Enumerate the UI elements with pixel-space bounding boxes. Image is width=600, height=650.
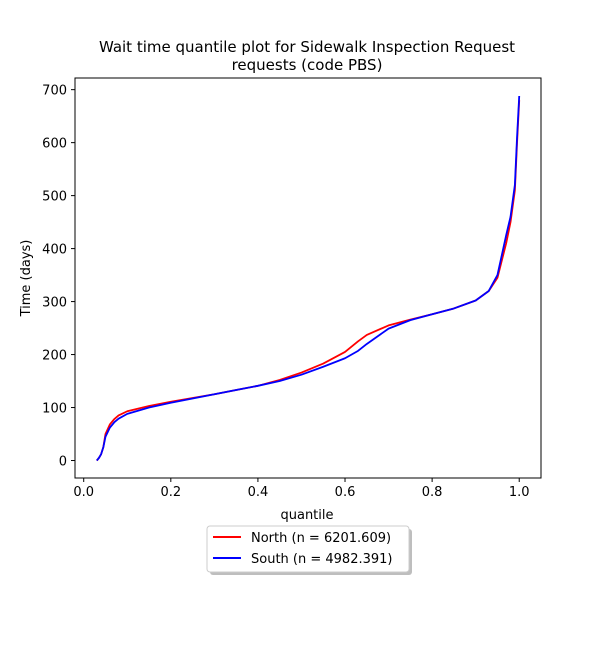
x-tick-label: 0.8 [422,485,443,500]
ticks-layer: 0.0 0.2 0.4 0.6 0.8 1.0 0 100 200 300 400 500 600 700 [42,84,529,500]
chart-title-line2: requests (code PBS) [232,56,383,74]
x-tick-label: 0.2 [160,485,181,500]
y-tick-label: 200 [42,349,67,364]
legend-label-south: South (n = 4982.391) [251,552,392,567]
x-tick-label: 0.6 [335,485,356,500]
plot-frame [74,77,542,479]
y-axis-label: Time (days) [19,240,34,318]
y-tick-label: 500 [42,190,67,205]
y-tick-label: 600 [42,137,67,152]
legend-box [206,525,410,573]
legend: North (n = 6201.609) South (n = 4982.391… [206,525,412,575]
y-tick-label: 100 [42,402,67,417]
legend-label-north: North (n = 6201.609) [251,531,391,546]
x-tick-label: 1.0 [509,485,530,500]
series-layer [96,95,521,462]
series-line-south [96,95,521,462]
y-tick-label: 400 [42,243,67,258]
chart-title-line1: Wait time quantile plot for Sidewalk Ins… [99,38,515,56]
y-tick-label: 300 [42,296,67,311]
y-tick-label: 0 [59,455,67,470]
y-tick-label: 700 [42,84,67,99]
x-tick-label: 0.4 [248,485,269,500]
x-tick-label: 0.0 [73,485,94,500]
x-axis-label: quantile [280,508,333,523]
